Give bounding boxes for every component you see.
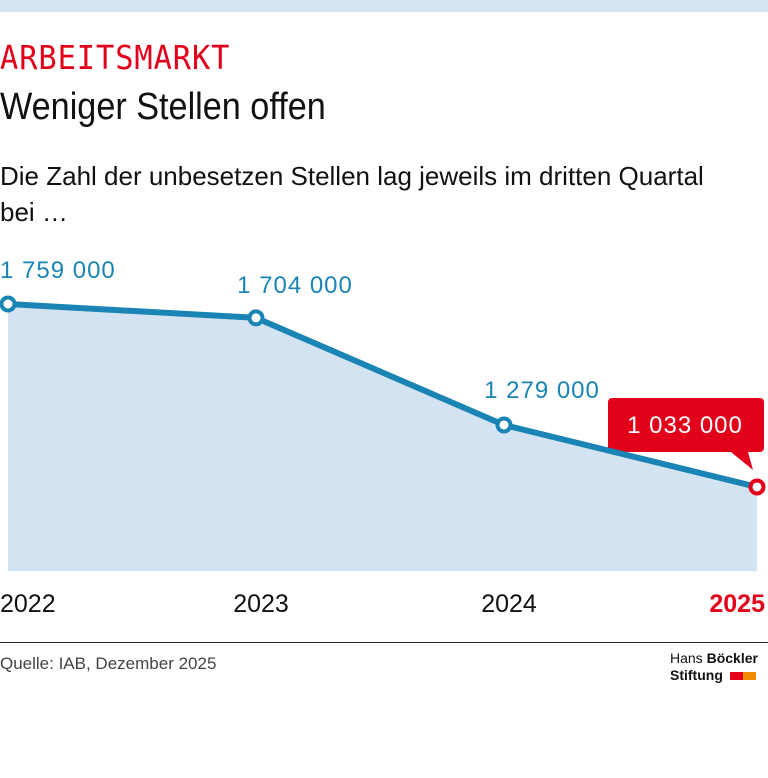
x-tick-label-2023: 2023 (233, 590, 289, 618)
data-point-2025 (748, 478, 766, 496)
x-tick-label-2022: 2022 (0, 590, 56, 618)
highlight-bubble (608, 398, 764, 470)
source-note: Quelle: IAB, Dezember 2025 (0, 654, 217, 673)
x-tick-label-2024: 2024 (481, 590, 537, 618)
chart-title: Weniger Stellen offen (0, 86, 326, 128)
top-bar (0, 0, 768, 12)
hans-boeckler-logo: Hans Böckler Stiftung (670, 650, 758, 683)
data-label-2023: 1 704 000 (237, 272, 353, 299)
x-tick-label-2025: 2025 (709, 590, 765, 618)
data-point-2022 (0, 295, 17, 313)
line-chart: 1 759 000 2022 1 704 000 2023 1 279 000 2024 1… (0, 257, 766, 618)
area-fill (8, 304, 757, 571)
data-point-2024 (495, 416, 513, 434)
data-label-2024: 1 279 000 (484, 377, 600, 404)
data-label-2025: 1 033 000 (627, 412, 743, 439)
divider (0, 642, 768, 643)
data-label-2022: 1 759 000 (0, 257, 116, 284)
kicker: ARBEITSMARKT (0, 38, 231, 77)
chart-subtitle: Die Zahl der unbesetzen Stellen lag jewe… (0, 161, 704, 227)
data-point-2023 (247, 309, 265, 327)
series-line (7, 301, 758, 490)
